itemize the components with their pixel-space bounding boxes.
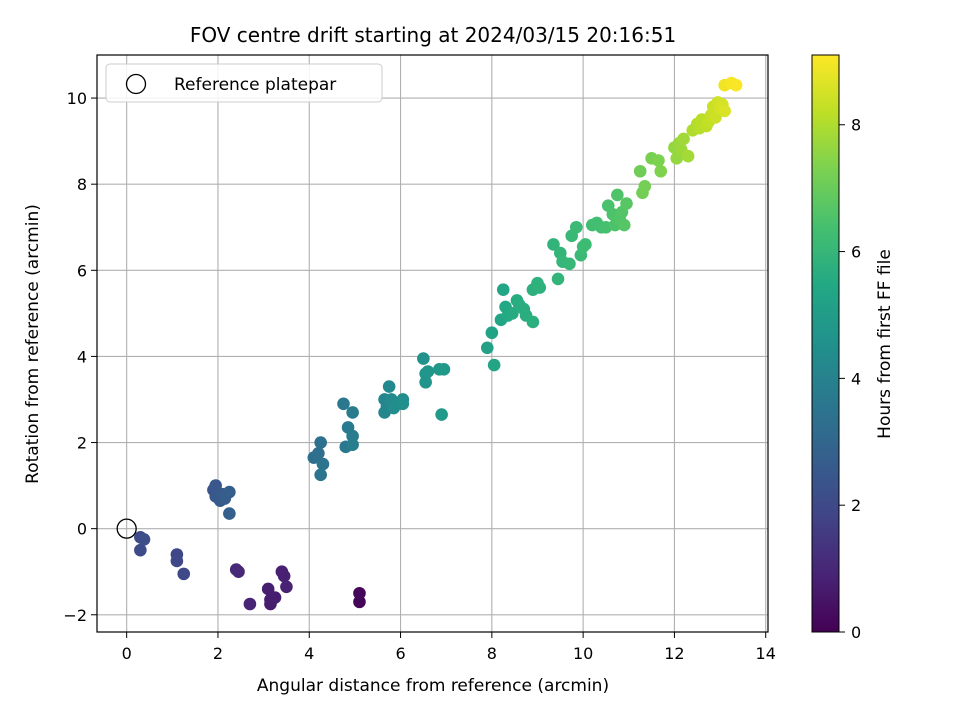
x-axis-ticks: 0 2 4 6 8 10 12 14 — [122, 632, 776, 663]
data-point — [579, 238, 592, 251]
data-point — [496, 283, 510, 296]
legend-label: Reference platepar — [174, 75, 336, 95]
data-point — [569, 220, 583, 234]
data-point — [170, 554, 184, 568]
y-tick-label: 2 — [77, 434, 87, 453]
data-point — [177, 567, 191, 581]
data-point — [353, 595, 366, 609]
reference-marker-layer — [116, 518, 137, 539]
plot-frame — [96, 54, 769, 633]
data-point — [419, 375, 432, 389]
legend-marker — [125, 73, 147, 95]
data-point — [396, 397, 410, 411]
data-points — [134, 76, 743, 611]
data-point — [563, 257, 576, 271]
x-tick-label: 0 — [122, 644, 132, 663]
y-tick-label: 6 — [77, 261, 87, 280]
y-tick-label: −2 — [63, 606, 87, 625]
data-point — [243, 597, 257, 611]
data-point — [314, 436, 327, 449]
y-axis-ticks: −2 0 2 4 6 8 10 — [63, 89, 97, 625]
grid — [97, 55, 768, 632]
data-point — [268, 591, 282, 604]
data-point — [280, 580, 293, 594]
data-point — [729, 78, 743, 92]
data-point — [677, 132, 690, 146]
data-point — [382, 380, 396, 393]
data-point — [652, 154, 665, 167]
data-point — [435, 408, 448, 421]
data-point — [547, 238, 560, 251]
colorbar-tick-label: 2 — [851, 496, 861, 515]
colorbar-label: Hours from first FF file — [875, 249, 895, 439]
data-point — [346, 406, 359, 419]
data-point — [337, 397, 350, 411]
legend: Reference platepar — [105, 63, 383, 103]
data-point — [346, 429, 359, 443]
data-point — [551, 272, 565, 286]
data-point — [261, 582, 275, 596]
colorbar-tick-label: 4 — [851, 369, 861, 388]
x-tick-label: 12 — [664, 644, 684, 663]
data-point — [611, 188, 624, 202]
data-point — [620, 197, 633, 210]
y-tick-label: 4 — [77, 347, 87, 366]
data-point — [316, 457, 330, 471]
data-point — [480, 341, 494, 355]
reference-marker — [116, 518, 137, 539]
legend-box — [105, 63, 383, 103]
x-tick-label: 2 — [213, 644, 223, 663]
data-point — [223, 485, 236, 499]
data-point — [417, 352, 430, 365]
x-tick-label: 6 — [395, 644, 405, 663]
data-point — [137, 533, 151, 546]
data-point — [314, 468, 327, 482]
y-tick-label: 10 — [67, 89, 87, 108]
colorbar-ticks: 0 2 4 6 8 — [839, 116, 861, 642]
chart-title: FOV centre drift starting at 2024/03/15 … — [190, 23, 676, 47]
data-point — [223, 507, 236, 520]
data-point — [485, 326, 499, 340]
data-point — [487, 358, 501, 372]
data-point — [277, 569, 291, 583]
data-point — [312, 447, 325, 460]
x-tick-label: 14 — [756, 644, 776, 663]
colorbar: 0 2 4 6 8 Hours from first FF file — [811, 54, 895, 642]
data-point — [533, 281, 547, 294]
data-point — [346, 438, 359, 451]
y-tick-label: 8 — [77, 175, 87, 194]
x-tick-label: 10 — [573, 644, 593, 663]
data-point — [654, 164, 668, 178]
data-point — [506, 307, 519, 320]
y-axis-label: Rotation from reference (arcmin) — [23, 204, 43, 484]
x-tick-label: 8 — [487, 644, 497, 663]
x-axis-label: Angular distance from reference (arcmin) — [257, 676, 609, 696]
y-tick-label: 0 — [77, 520, 87, 539]
data-point — [421, 365, 435, 378]
data-point — [134, 543, 147, 557]
data-point — [718, 104, 731, 118]
data-point — [353, 586, 366, 600]
data-point — [638, 180, 652, 193]
data-point — [633, 164, 647, 178]
data-point — [681, 149, 695, 163]
colorbar-tick-label: 0 — [851, 623, 861, 642]
data-point — [229, 563, 243, 576]
colorbar-tick-label: 6 — [851, 243, 861, 262]
colorbar-gradient — [811, 54, 840, 633]
data-point — [617, 218, 631, 232]
data-point — [209, 479, 222, 492]
colorbar-tick-label: 8 — [851, 116, 861, 135]
data-point — [437, 363, 451, 376]
x-tick-label: 4 — [304, 644, 314, 663]
data-point — [526, 315, 540, 329]
